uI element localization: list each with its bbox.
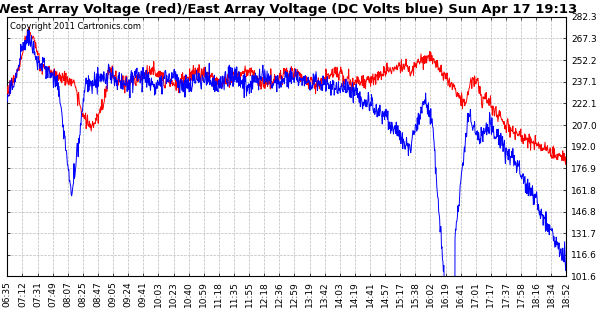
Text: Copyright 2011 Cartronics.com: Copyright 2011 Cartronics.com — [10, 22, 141, 31]
Title: West Array Voltage (red)/East Array Voltage (DC Volts blue) Sun Apr 17 19:13: West Array Voltage (red)/East Array Volt… — [0, 3, 578, 16]
